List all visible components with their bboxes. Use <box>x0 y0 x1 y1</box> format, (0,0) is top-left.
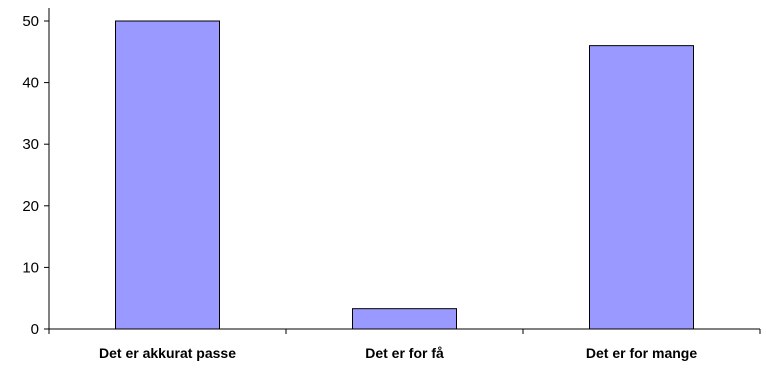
x-category-label: Det er for få <box>365 345 444 361</box>
x-axis: Det er akkurat passe Det er for få Det er … <box>48 328 761 361</box>
x-category-label: Det er akkurat passe <box>99 345 236 361</box>
x-category-label: Det er for mange <box>586 345 697 361</box>
bar <box>115 20 220 330</box>
y-tick-label: 0 <box>31 321 39 338</box>
y-tick-label: 20 <box>22 198 39 215</box>
y-tick-label: 10 <box>22 259 39 276</box>
y-axis: 0 10 20 30 40 50 <box>22 8 50 338</box>
bars <box>115 20 694 330</box>
bar <box>352 308 457 330</box>
y-tick-label: 40 <box>22 75 39 92</box>
bar <box>589 45 694 330</box>
y-tick-label: 30 <box>22 136 39 153</box>
y-tick-label: 50 <box>22 13 39 30</box>
